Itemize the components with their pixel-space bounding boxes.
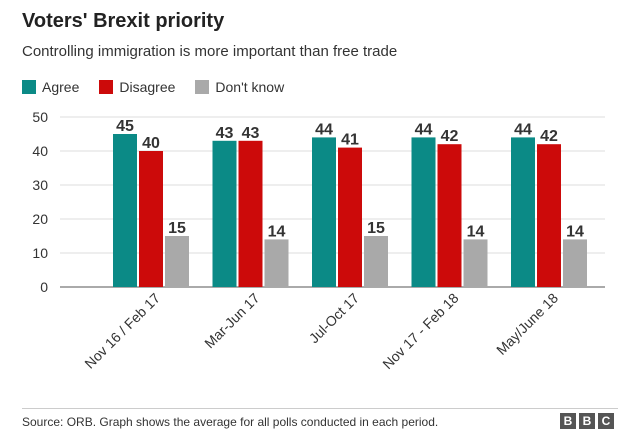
source-note: Source: ORB. Graph shows the average for…: [22, 415, 439, 429]
data-label: 43: [216, 125, 234, 142]
bar: [264, 239, 289, 287]
legend-swatch-disagree: [99, 80, 114, 94]
legend-item-agree: Agree: [22, 79, 79, 95]
bar: [312, 137, 336, 287]
data-label: 40: [142, 135, 160, 152]
y-tick-label: 20: [32, 211, 48, 227]
legend-swatch-dont-know: [195, 80, 210, 94]
legend-label-disagree: Disagree: [119, 79, 176, 95]
x-tick-label: Jul-Oct 17: [306, 290, 363, 347]
bar: [212, 140, 237, 287]
y-tick-label: 40: [32, 143, 48, 159]
legend-label-agree: Agree: [42, 79, 80, 95]
bar-chart: 0 10 20 30 40 50 45 40 15 Nov 16 / Feb 17 43 43 14 Ma…: [32, 109, 605, 372]
data-label: 44: [514, 121, 532, 138]
data-label: 41: [341, 132, 359, 149]
data-label: 15: [367, 220, 385, 237]
bar: [511, 137, 535, 287]
x-tick-label: Mar-Jun 17: [201, 290, 263, 352]
chart-title: Voters' Brexit priority: [22, 10, 225, 32]
data-label: 42: [540, 128, 558, 145]
data-label: 44: [415, 121, 433, 138]
bar: [238, 140, 263, 287]
x-tick-label: May/June 18: [493, 290, 561, 358]
x-tick-label: Nov 17 - Feb 18: [379, 290, 461, 372]
data-label: 14: [268, 223, 286, 240]
bar: [113, 134, 137, 287]
bar: [139, 151, 163, 287]
y-tick-label: 10: [32, 245, 48, 261]
bar: [563, 239, 587, 287]
bar: [463, 239, 488, 287]
legend-label-dont-know: Don't know: [215, 79, 285, 95]
data-label: 45: [116, 118, 134, 135]
x-tick-label: Nov 16 / Feb 17: [81, 290, 163, 372]
data-label: 15: [168, 220, 186, 237]
legend-item-disagree: Disagree: [99, 79, 175, 95]
footer-divider: [22, 408, 618, 409]
data-label: 44: [315, 121, 333, 138]
chart-subtitle: Controlling immigration is more importan…: [22, 43, 398, 60]
bar: [165, 236, 189, 287]
y-tick-label: 0: [40, 279, 48, 295]
bbc-logo-letter: B: [579, 413, 595, 429]
data-label: 14: [566, 223, 584, 240]
data-label: 14: [467, 223, 485, 240]
legend-swatch-agree: [22, 80, 36, 94]
y-tick-label: 50: [32, 109, 48, 125]
legend-item-dont-know: Don't know: [195, 79, 284, 95]
bbc-logo-letter: B: [560, 413, 576, 429]
bar: [338, 147, 362, 287]
bbc-logo-letter: C: [598, 413, 614, 429]
bar: [364, 236, 388, 287]
bar: [537, 144, 561, 287]
bar: [437, 144, 462, 287]
bbc-logo: B B C: [557, 413, 614, 429]
legend: Agree Disagree Don't know: [22, 79, 304, 95]
data-label: 42: [441, 128, 459, 145]
data-label: 43: [242, 125, 260, 142]
bar: [411, 137, 436, 287]
y-tick-label: 30: [32, 177, 48, 193]
